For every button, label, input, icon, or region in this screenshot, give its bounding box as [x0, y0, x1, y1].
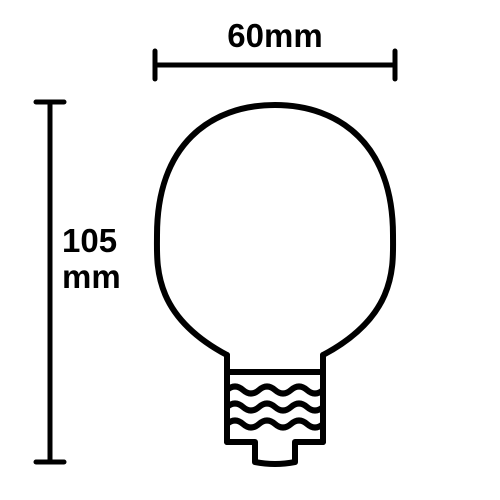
bulb-screw-thread	[227, 404, 323, 411]
bulb-screw-thread	[227, 421, 323, 428]
height-label-line2: mm	[62, 258, 121, 295]
bulb-glass-outline	[157, 105, 393, 355]
height-label-line1: 105	[62, 222, 117, 259]
width-label: 60mm	[227, 17, 322, 54]
bulb-contact-tip	[227, 442, 323, 464]
bulb-screw-thread	[227, 387, 323, 394]
